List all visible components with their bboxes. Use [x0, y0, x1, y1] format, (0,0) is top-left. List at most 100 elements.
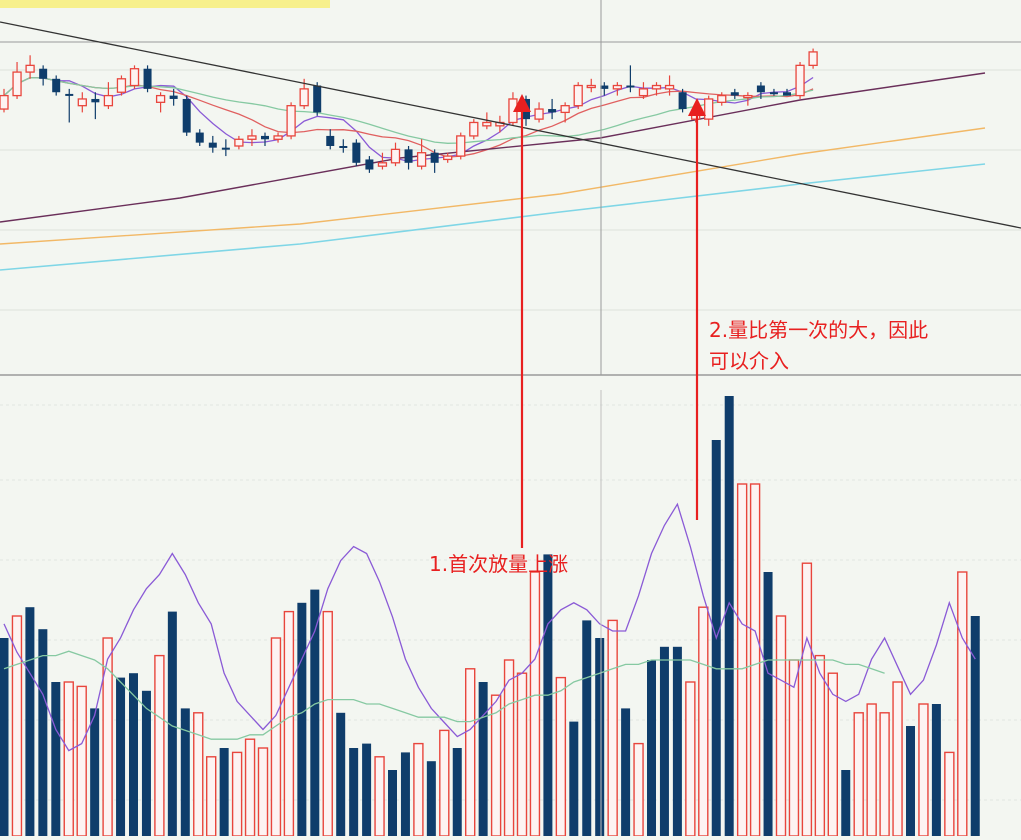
candle-body-16	[208, 142, 217, 148]
volume-bar-11	[141, 690, 151, 836]
candle-body-32	[416, 152, 427, 167]
volume-ma5-line	[3, 502, 976, 752]
annotation-second-line2: 可以介入	[709, 349, 789, 373]
volume-bar-67	[866, 703, 877, 837]
candle-body-30	[390, 148, 401, 164]
candle-body-15	[195, 132, 204, 143]
candle-body-13	[169, 95, 178, 99]
volume-bar-41	[529, 571, 541, 837]
candle-body-45	[586, 84, 596, 89]
candle-body-62	[808, 51, 818, 67]
volume-bar-23	[297, 602, 307, 836]
candle-body-44	[573, 84, 583, 107]
volume-bar-0	[0, 638, 9, 836]
volume-bar-54	[698, 606, 709, 837]
candle-body-37	[482, 121, 492, 127]
moving-average-lines	[0, 72, 986, 271]
candle-body-52	[678, 92, 687, 110]
candle-body-50	[651, 84, 662, 90]
candle-body-2	[25, 64, 35, 73]
volume-bar-46	[595, 638, 605, 836]
volume-bar-51	[659, 646, 669, 836]
volume-bars	[0, 396, 980, 837]
candle-body-60	[783, 92, 791, 96]
volume-bar-10	[129, 673, 138, 836]
volume-bar-5	[63, 681, 74, 837]
annotation-arrow-2	[688, 98, 706, 520]
volume-bar-44	[569, 721, 579, 836]
volume-bar-47	[607, 619, 618, 837]
volume-bar-56	[724, 396, 734, 836]
volume-bar-22	[283, 610, 295, 837]
volume-bar-73	[944, 751, 955, 837]
volume-bar-49	[633, 742, 644, 837]
volume-bar-58	[749, 483, 761, 837]
candle-body-24	[313, 85, 322, 113]
candle-body-10	[129, 68, 140, 87]
highlight-strip	[0, 0, 330, 8]
candle-body-19	[247, 135, 257, 140]
volume-bar-19	[244, 738, 256, 837]
volume-bar-31	[400, 752, 410, 836]
annotation-second-line1: 2.量比第一次的大，因此	[709, 318, 928, 342]
volume-bar-52	[672, 646, 682, 836]
candle-body-56	[730, 92, 739, 96]
volume-bar-32	[413, 742, 424, 837]
candle-body-17	[221, 147, 230, 150]
candle-body-28	[365, 159, 374, 170]
volume-bar-2	[25, 607, 35, 836]
candle-body-23	[299, 88, 309, 107]
volume-bar-75	[970, 616, 980, 836]
volume-bar-17	[219, 748, 229, 836]
candle-body-0	[0, 94, 9, 110]
candle-body-43	[560, 105, 570, 114]
volume-bar-3	[38, 629, 48, 836]
candle-body-51	[664, 84, 675, 90]
volume-bar-69	[892, 681, 903, 837]
volume-bar-57	[736, 483, 748, 837]
volume-bar-30	[388, 770, 397, 836]
candle-body-58	[756, 85, 765, 93]
candle-body-49	[638, 88, 649, 97]
ma250-line	[0, 163, 986, 271]
candle-body-42	[548, 109, 557, 113]
candle-body-3	[39, 68, 48, 79]
volume-bar-21	[270, 637, 282, 837]
candle-body-61	[795, 64, 805, 97]
volume-bar-72	[931, 704, 941, 836]
candle-body-35	[456, 135, 466, 157]
candle-body-46	[600, 85, 609, 89]
volume-bar-29	[374, 756, 385, 837]
candle-body-21	[273, 135, 283, 140]
volume-bar-16	[205, 756, 217, 837]
volume-bar-37	[478, 682, 488, 836]
candle-body-4	[52, 78, 61, 93]
candle-body-47	[612, 84, 622, 90]
volume-bar-50	[647, 660, 656, 836]
volume-bar-64	[827, 672, 838, 837]
volume-bar-6	[76, 685, 87, 837]
volume-bar-14	[180, 708, 190, 836]
candle-body-36	[469, 121, 479, 137]
candle-body-14	[182, 98, 191, 133]
candle-body-55	[717, 94, 727, 103]
candle-body-20	[261, 135, 269, 140]
volume-ma10-line	[3, 650, 885, 740]
candle-body-31	[404, 149, 413, 163]
volume-bar-18	[231, 751, 243, 837]
volume-bar-24	[310, 589, 320, 836]
volume-bar-38	[490, 694, 502, 837]
candle-body-12	[155, 94, 166, 103]
volume-bar-1	[11, 615, 23, 837]
candle-body-11	[143, 68, 152, 89]
volume-bar-27	[349, 748, 359, 836]
volume-bar-8	[102, 637, 113, 837]
candlestick-series	[0, 48, 818, 173]
candle-body-8	[103, 94, 114, 107]
candle-body-41	[534, 108, 544, 120]
volume-bar-25	[322, 610, 333, 837]
candle-body-27	[352, 142, 361, 163]
candle-body-9	[116, 78, 127, 93]
